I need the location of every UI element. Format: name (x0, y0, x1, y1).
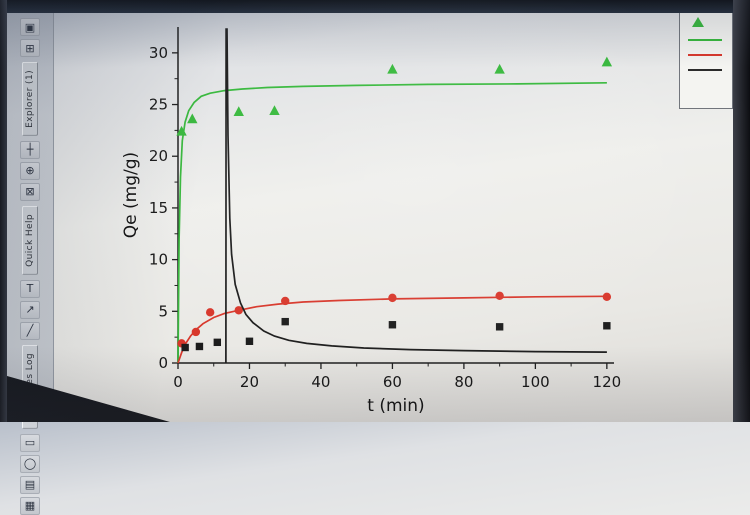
left-toolbar-panel: ▣⊞ Explorer (1) ┼⊕⊠ Quick Help T↗╱ Messa… (7, 13, 54, 515)
series-black[interactable] (181, 28, 611, 364)
x-tick-label: 100 (521, 373, 550, 391)
y-tick-label: 5 (158, 302, 168, 320)
matrix-tool-icon[interactable]: ▦ (20, 496, 40, 515)
marker-green (176, 125, 187, 136)
marker-red (234, 306, 243, 315)
sidebar-tab-quick-help[interactable]: Quick Help (22, 205, 38, 275)
y-tick-label: 15 (149, 199, 168, 217)
marker-black (213, 338, 222, 347)
marker-green (187, 113, 198, 124)
series-green[interactable] (176, 56, 613, 364)
screen-right-bezel (733, 0, 750, 422)
x-tick-label: 80 (454, 373, 473, 391)
marker-red (602, 292, 612, 302)
fit-curve-black (225, 28, 607, 364)
y-tick-label: 10 (149, 251, 168, 269)
crosshair-tool-icon[interactable]: ┼ (20, 140, 40, 159)
marker-green (233, 106, 244, 116)
series-red[interactable] (177, 291, 612, 364)
x-tick-label: 40 (311, 373, 330, 391)
screen-top-bezel (0, 0, 750, 13)
toolbar-group-annotate: T ↗ ╱ (20, 279, 40, 340)
qe-vs-time-chart[interactable]: 0 20 40 60 80 100 120 0 5 10 15 20 25 30 Qe (mg/g) t (m… (54, 13, 734, 422)
marker-red (388, 293, 397, 303)
marker-black (195, 342, 204, 351)
legend-red-fit-line (688, 54, 722, 56)
legend-green-fit-line (688, 39, 722, 41)
x-tick-label: 60 (383, 373, 402, 391)
new-window-icon[interactable]: ⊞ (20, 39, 40, 57)
x-tick-label: 120 (593, 373, 622, 391)
legend-green-triangle-marker (692, 17, 704, 27)
marker-red (495, 291, 504, 300)
project-explorer-icon[interactable]: ▣ (20, 18, 40, 36)
marker-black (181, 343, 189, 352)
polyline-tool-icon[interactable]: ▤ (20, 475, 40, 494)
y-tick-label: 30 (149, 44, 168, 62)
zoom-tool-icon[interactable]: ⊕ (20, 161, 40, 180)
line-tool-icon[interactable]: ╱ (20, 321, 40, 340)
sidebar-tab-explorer[interactable]: Explorer (1) (22, 62, 38, 136)
text-tool-icon[interactable]: T (20, 279, 40, 298)
marker-black (495, 323, 504, 331)
legend-black-fit-line (688, 69, 722, 71)
rectangle-tool-icon[interactable]: ▭ (20, 433, 40, 452)
y-tick-label: 0 (158, 354, 168, 372)
ellipse-tool-icon[interactable]: ◯ (20, 454, 40, 473)
chart-legend[interactable] (679, 9, 733, 109)
marker-black (281, 317, 289, 326)
marker-black (388, 321, 397, 329)
y-axis-title: Qe (mg/g) (121, 152, 141, 238)
marker-black (245, 337, 254, 345)
arrow-tool-icon[interactable]: ↗ (20, 300, 40, 319)
screen-reader-tool-icon[interactable]: ⊠ (20, 182, 40, 201)
marker-green (601, 56, 613, 67)
fit-curve-green (177, 81, 607, 364)
marker-red (281, 296, 290, 306)
marker-green (494, 63, 505, 74)
marker-red (205, 308, 215, 317)
x-tick-label: 0 (173, 373, 183, 391)
chart-area[interactable]: 0 20 40 60 80 100 120 0 5 10 15 20 25 30 Qe (mg/g) t (m… (54, 13, 734, 422)
screen-left-bezel (0, 0, 7, 422)
y-tick-label: 25 (149, 96, 168, 114)
x-tick-label: 20 (240, 373, 259, 391)
x-axis-title: t (min) (367, 396, 424, 416)
y-tick-label: 20 (149, 147, 168, 165)
marker-green (387, 63, 398, 74)
marker-black (603, 322, 611, 330)
marker-red (191, 327, 201, 337)
toolbar-group-top: ▣ ⊞ (20, 18, 40, 57)
marker-green (269, 105, 280, 115)
toolbar-group-shapes: ▭ ◯ ▤ ▦ (20, 433, 40, 515)
toolbar-group-tools: ┼ ⊕ ⊠ (20, 140, 40, 201)
